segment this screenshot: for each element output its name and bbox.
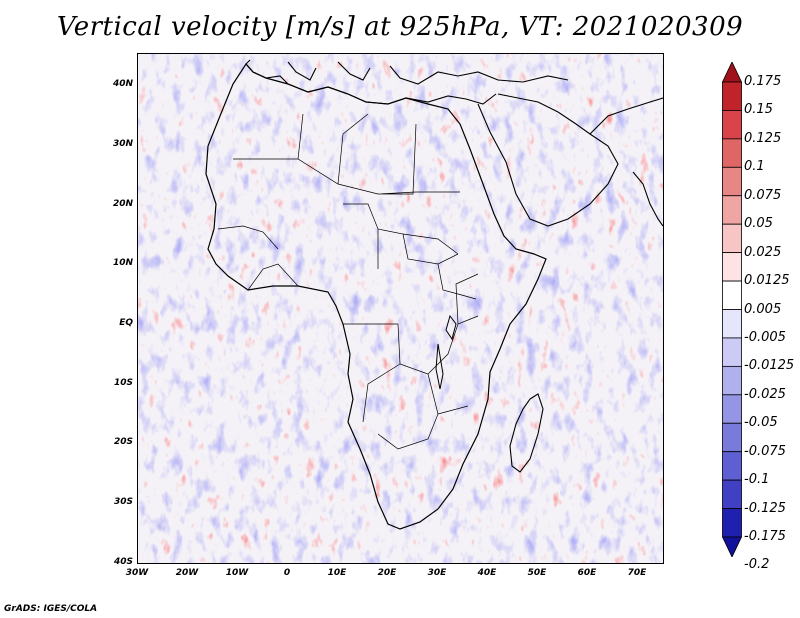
coastline-africa bbox=[205, 63, 547, 530]
colorbar-label: 0.025 bbox=[744, 244, 782, 260]
lon-label-10e: 10E bbox=[327, 568, 347, 578]
colorbar-label: -0.075 bbox=[744, 443, 786, 459]
colorbar-label: -0.175 bbox=[744, 529, 786, 544]
colorbar-label: -0.005 bbox=[744, 329, 786, 345]
lat-label-30s: 30S bbox=[113, 497, 133, 507]
colorbar-label: 0.15 bbox=[744, 102, 773, 118]
map-canvas bbox=[138, 54, 663, 563]
colorbar-label: 0.125 bbox=[744, 130, 782, 146]
colorbar-box bbox=[722, 309, 742, 339]
lon-label-10w: 10W bbox=[225, 568, 249, 578]
lakes bbox=[435, 314, 457, 390]
coastline-arabia bbox=[477, 93, 663, 227]
lon-label-20e: 20E bbox=[377, 568, 397, 578]
coastline-india bbox=[632, 171, 663, 227]
velocity-field bbox=[138, 54, 663, 563]
lat-label-20n: 20N bbox=[112, 199, 133, 209]
colorbar-label: 0.05 bbox=[744, 216, 773, 232]
colorbar-box bbox=[722, 508, 742, 538]
colorbar-label: -0.025 bbox=[744, 386, 786, 402]
colorbar-box bbox=[722, 110, 742, 140]
lon-label-40e: 40E bbox=[477, 568, 497, 578]
colorbar-label: -0.0125 bbox=[744, 358, 795, 374]
colorbar-box bbox=[722, 195, 742, 225]
lon-label-50e: 50E bbox=[527, 568, 547, 578]
colorbar-label: 0.005 bbox=[744, 301, 782, 317]
colorbar-bottom-arrow bbox=[722, 536, 742, 557]
chart-title: Vertical velocity [m/s] at 925hPa, VT: 2… bbox=[56, 12, 744, 42]
lat-label-eq: EQ bbox=[119, 318, 133, 328]
lat-label-20s: 20S bbox=[113, 437, 133, 447]
lat-label-40s: 40S bbox=[113, 557, 133, 567]
colorbar-box bbox=[722, 280, 742, 310]
lat-label-40n: 40N bbox=[112, 79, 133, 89]
lon-label-20w: 20W bbox=[175, 568, 199, 578]
colorbar bbox=[722, 62, 742, 557]
lon-label-30w: 30W bbox=[125, 568, 149, 578]
colorbar-box bbox=[722, 166, 742, 197]
colorbar-label: -0.2 bbox=[744, 557, 770, 573]
lon-label-0: 0 bbox=[283, 568, 291, 578]
country-borders bbox=[217, 113, 479, 450]
colorbar-label: -0.05 bbox=[744, 415, 778, 431]
colorbar-box bbox=[722, 81, 742, 111]
colorbar-box bbox=[722, 337, 742, 367]
lat-label-30n: 30N bbox=[112, 139, 133, 149]
colorbar-label: 0.175 bbox=[744, 74, 782, 89]
colorbar-box bbox=[722, 223, 742, 254]
colorbar-box bbox=[722, 365, 742, 396]
lon-label-30e: 30E bbox=[427, 568, 447, 578]
colorbar-label: -0.1 bbox=[744, 472, 770, 488]
coastline-madagascar bbox=[509, 393, 544, 473]
colorbar-box bbox=[722, 451, 742, 481]
colorbar-box bbox=[722, 422, 742, 453]
colorbar-label: 0.1 bbox=[744, 159, 765, 175]
colorbar-label: 0.0125 bbox=[744, 273, 790, 289]
colorbar-box bbox=[722, 479, 742, 509]
colorbar-box bbox=[722, 138, 742, 168]
lon-label-70e: 70E bbox=[627, 568, 647, 578]
colorbar-label: -0.125 bbox=[744, 500, 786, 516]
lon-label-60e: 60E bbox=[577, 568, 597, 578]
lat-label-10s: 10S bbox=[113, 378, 133, 388]
lat-label-10n: 10N bbox=[112, 258, 133, 268]
map-panel bbox=[137, 53, 664, 564]
colorbar-box bbox=[722, 394, 742, 424]
colorbar-box bbox=[722, 252, 742, 282]
footer-credit: GrADS: IGES/COLA bbox=[4, 604, 98, 614]
colorbar-top-arrow bbox=[722, 62, 742, 83]
colorbar-label: 0.075 bbox=[744, 187, 782, 203]
